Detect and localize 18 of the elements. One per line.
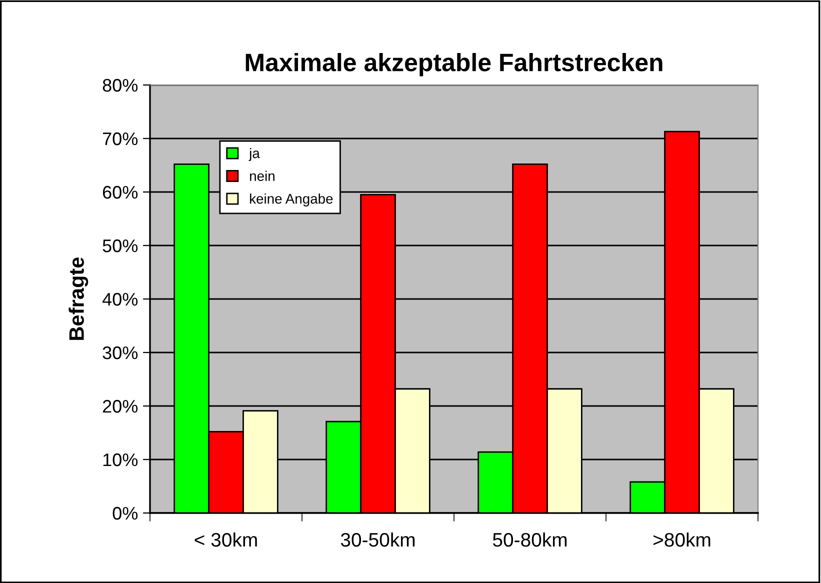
x-tick-label: 30-50km <box>340 532 415 547</box>
y-tick-label: 80% <box>102 78 138 92</box>
y-tick-label: 10% <box>103 453 138 466</box>
x-tick-label: 50-80km <box>492 532 567 547</box>
y-tick-label: 40% <box>102 292 138 306</box>
y-tick-label: 30% <box>102 346 138 360</box>
chart-title: Maximale akzeptable Fahrtstrecken <box>246 52 662 76</box>
y-tick-label: 60% <box>102 186 138 199</box>
legend-label: nein <box>250 170 274 181</box>
x-tick-label: < 30km <box>194 532 257 547</box>
x-tick-label: >80km <box>654 532 710 547</box>
y-tick-label: 0% <box>112 506 138 520</box>
y-tick-label: 50% <box>102 239 138 252</box>
y-tick-label: 20% <box>102 400 138 413</box>
y-axis-title: Befragte <box>68 257 88 340</box>
legend-label: keine Angabe <box>250 194 333 206</box>
y-tick-label: 70% <box>102 132 138 146</box>
legend-label: ja <box>248 148 260 161</box>
